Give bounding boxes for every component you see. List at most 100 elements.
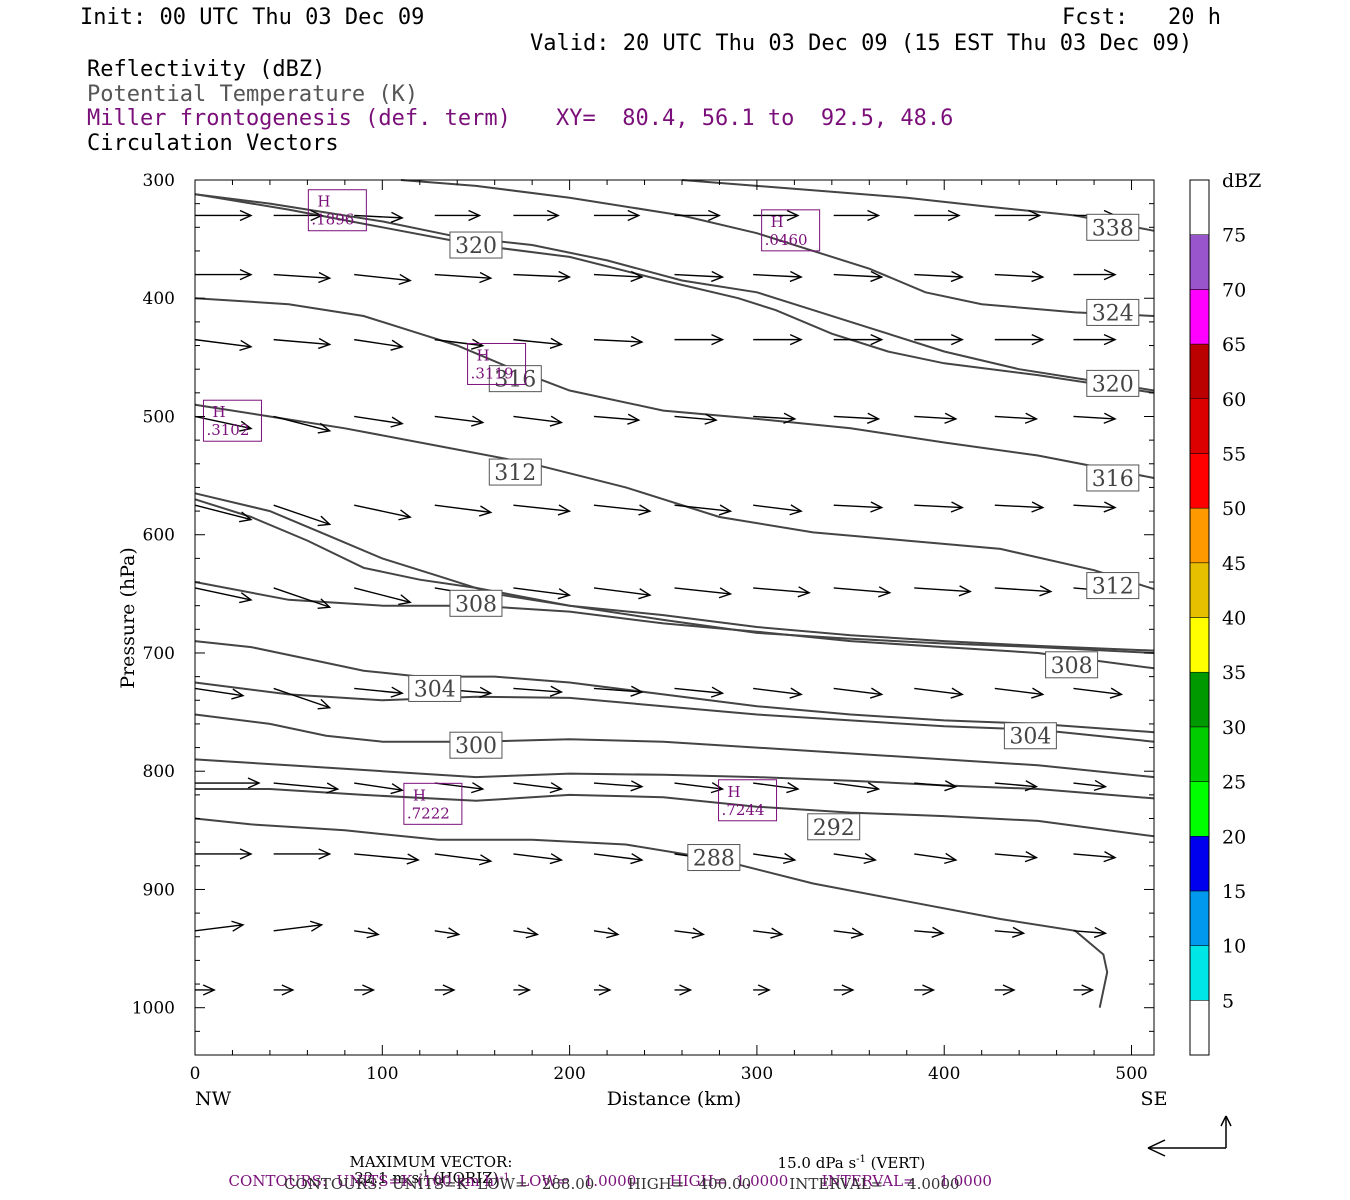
- vector-arrow: [354, 984, 376, 996]
- vector-shaft: [513, 273, 570, 278]
- vector-shaft: [593, 587, 651, 596]
- vector-arrow: [914, 209, 961, 222]
- theta-label-320: 320: [449, 231, 503, 259]
- theta-contour-312: [194, 581, 1155, 670]
- vector-shaft: [1073, 415, 1116, 420]
- vector-arrow: [914, 780, 958, 792]
- vector-head: [318, 337, 332, 350]
- y-axis-label: Pressure (hPa): [117, 547, 139, 689]
- theta-field-label: Potential Temperature (K): [87, 82, 419, 107]
- vector-shaft: [434, 782, 483, 790]
- colorbar-label: 65: [1222, 334, 1246, 356]
- vector-field-label: Circulation Vectors: [87, 131, 339, 156]
- vector-arrow: [434, 338, 485, 350]
- vector-shaft: [674, 687, 723, 694]
- vector-head: [786, 209, 800, 222]
- vector-shaft: [354, 273, 411, 282]
- fronto-max-box: [307, 189, 367, 232]
- vector-arrow: [434, 504, 493, 517]
- vector-arrow: [354, 587, 412, 606]
- fronto-max-box: [403, 782, 463, 825]
- vector-shaft: [994, 273, 1043, 278]
- vector-arrow: [194, 338, 253, 352]
- vector-arrow: [994, 412, 1039, 424]
- vector-arrow: [753, 687, 803, 699]
- vector-arrow: [753, 927, 784, 939]
- fronto-max-.3102: H.3102: [202, 399, 262, 442]
- plot-frame: [194, 179, 1155, 1056]
- vector-arrow: [434, 984, 456, 996]
- vector-head: [326, 782, 340, 794]
- theta-label-text: 338: [1092, 216, 1134, 241]
- vector-head: [1002, 984, 1016, 996]
- vector-head: [239, 209, 253, 222]
- vector-arrow: [674, 686, 725, 698]
- vector-head: [1103, 268, 1117, 281]
- reference-vector-icon: [1147, 1115, 1232, 1157]
- theta-label-text: 316: [494, 368, 536, 393]
- vector-head: [627, 413, 641, 425]
- theta-contour-line-8: [194, 492, 1155, 652]
- colorbar-label: 70: [1222, 279, 1246, 301]
- vector-head: [310, 209, 324, 222]
- vector-head: [863, 852, 877, 865]
- circulation-vectors: [194, 209, 1124, 996]
- vector-arrow: [513, 587, 572, 600]
- vector-arrow: [833, 927, 865, 939]
- fronto-max-.0460: H.0460: [761, 209, 821, 252]
- vector-head: [718, 504, 733, 516]
- theta-contour-308: [194, 640, 1155, 734]
- vector-arrow: [513, 209, 560, 222]
- fronto-max-value: .3119: [471, 364, 514, 382]
- vector-head: [1093, 779, 1108, 792]
- vector-shaft: [914, 415, 956, 420]
- vector-arrow: [354, 686, 404, 698]
- vector-shaft: [354, 687, 403, 694]
- vector-arrow: [914, 687, 964, 699]
- theta-label-box: [1086, 369, 1140, 397]
- vector-shaft: [994, 782, 1037, 788]
- vector-shaft: [513, 415, 562, 424]
- vector-head: [317, 598, 332, 609]
- vector-arrow: [833, 687, 884, 699]
- vector-shaft: [914, 587, 971, 593]
- fronto-max-box: [761, 209, 821, 252]
- vector-arrow: [914, 412, 958, 424]
- vector-arrow: [434, 415, 485, 427]
- colorbar-segment: [1189, 507, 1210, 564]
- vector-arrow: [194, 504, 253, 523]
- vector-head: [710, 686, 725, 698]
- vector-shaft: [273, 504, 330, 526]
- vector-head: [1024, 412, 1039, 424]
- vector-head: [1011, 926, 1026, 938]
- vector-head: [231, 920, 245, 932]
- theta-label-text: 304: [414, 677, 456, 702]
- colorbar-segment: [1189, 671, 1210, 728]
- vector-head: [757, 984, 771, 996]
- theta-label-box: [1003, 722, 1057, 750]
- colorbar-label: 40: [1222, 608, 1246, 630]
- vector-head: [239, 268, 253, 281]
- vector-head: [390, 783, 404, 795]
- vector-arrow: [674, 587, 733, 599]
- vector-head: [638, 504, 652, 516]
- vector-arrow: [194, 587, 253, 604]
- vector-head: [870, 333, 884, 346]
- vector-arrow: [434, 209, 482, 222]
- valid-time-label: Valid: 20 UTC Thu 03 Dec 09 (15 EST Thu …: [530, 31, 1193, 56]
- vector-head: [870, 501, 884, 513]
- vector-arrow: [674, 984, 693, 996]
- vector-arrow: [434, 782, 485, 794]
- theta-label-304: 304: [408, 674, 462, 702]
- fronto-max-value: .1896: [311, 211, 354, 229]
- fronto-max-label: H: [771, 213, 784, 231]
- vector-head: [783, 412, 797, 424]
- colorbar-segment: [1189, 1000, 1210, 1056]
- y-tick-label: 900: [143, 880, 175, 900]
- vector-head: [398, 273, 412, 286]
- vector-shaft: [674, 782, 723, 790]
- theta-label-292: 292: [807, 813, 861, 841]
- vector-head: [231, 688, 245, 700]
- fronto-max-box: [202, 399, 262, 442]
